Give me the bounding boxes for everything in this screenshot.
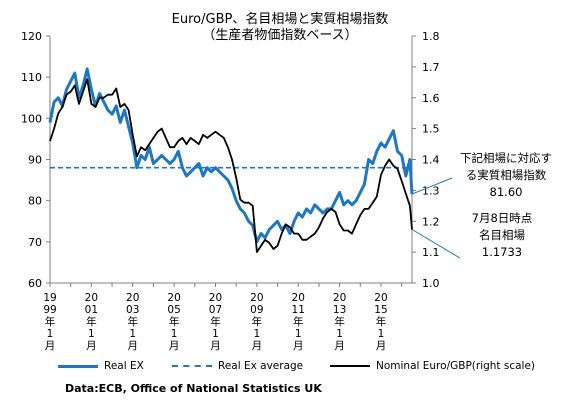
x-tick-label: 2011年1月: [291, 292, 305, 352]
legend-label-real-ex: Real EX: [104, 360, 144, 372]
annotation-nominal-connector: [411, 229, 461, 259]
y-right-tick-label: 1.4: [422, 154, 440, 167]
series-nominal-line: [49, 78, 413, 254]
legend-label-nominal: Nominal Euro/GBP(right scale): [376, 360, 536, 372]
annotation-nominal-line-2: 名目相場: [479, 228, 525, 242]
annotation-nominal-line-1: 7月8日時点: [471, 211, 533, 225]
annotation-nominal-rate: 7月8日時点 名目相場 1.1733: [452, 210, 552, 261]
y-right-tick-label: 1.0: [422, 277, 440, 290]
legend-item-nominal: Nominal Euro/GBP(right scale): [330, 360, 535, 372]
annotation-real-line-2: る実質相場指数: [465, 168, 547, 182]
x-tick-label: 2013年1月: [332, 292, 347, 352]
legend-swatch-nominal: [330, 365, 370, 367]
x-tick-label: 2009年1月: [250, 292, 264, 352]
source-note: Data:ECB, Office of National Statistics …: [65, 382, 322, 395]
y-left-tick-label: 100: [21, 112, 42, 125]
legend-swatch-real-ex: [58, 364, 98, 368]
chart-title: Euro/GBP、名目相場と実質相場指数: [171, 12, 389, 27]
annotation-real-connector: [411, 177, 453, 195]
x-tick-label: 2015年1月: [374, 292, 388, 352]
y-left-tick-label: 110: [21, 71, 42, 84]
x-tick-label: 1999年1月: [43, 292, 57, 352]
annotation-real-index: 下記相場に対応す る実質相場指数 81.60: [450, 150, 562, 201]
annotation-real-value: 81.60: [489, 185, 523, 199]
y-right-tick-label: 1.7: [422, 61, 440, 74]
y-left-tick-label: 60: [28, 277, 42, 290]
annotation-nominal-value: 1.1733: [481, 245, 523, 259]
x-tick-label: 2003年1月: [126, 292, 140, 352]
y-right-tick-label: 1.2: [422, 215, 440, 228]
series-real-ex-line: [48, 67, 414, 244]
y-left-tick-label: 70: [28, 236, 42, 249]
legend-item-real-ex: Real EX: [58, 360, 144, 372]
legend-item-real-ex-average: Real Ex average: [172, 360, 303, 372]
legend-label-real-ex-average: Real Ex average: [218, 360, 304, 372]
y-right-tick-label: 1.5: [422, 123, 440, 136]
y-left-tick-label: 90: [28, 154, 42, 167]
x-tick-label: 2005年1月: [167, 292, 181, 352]
y-right-tick-label: 1.6: [422, 92, 440, 105]
x-tick-label: 2001年1月: [84, 292, 99, 352]
annotation-real-line-1: 下記相場に対応す: [460, 151, 552, 165]
y-right-tick-label: 1.8: [422, 30, 440, 43]
y-right-tick-label: 1.3: [422, 184, 440, 197]
y-right-tick-label: 1.1: [422, 246, 440, 259]
x-tick-label: 2007年1月: [208, 292, 223, 352]
y-left-tick-label: 80: [28, 195, 42, 208]
chart-subtitle: （生産者物価指数ベース）: [202, 28, 358, 43]
y-left-tick-label: 120: [21, 30, 42, 43]
legend-swatch-real-ex-average: [172, 365, 212, 367]
